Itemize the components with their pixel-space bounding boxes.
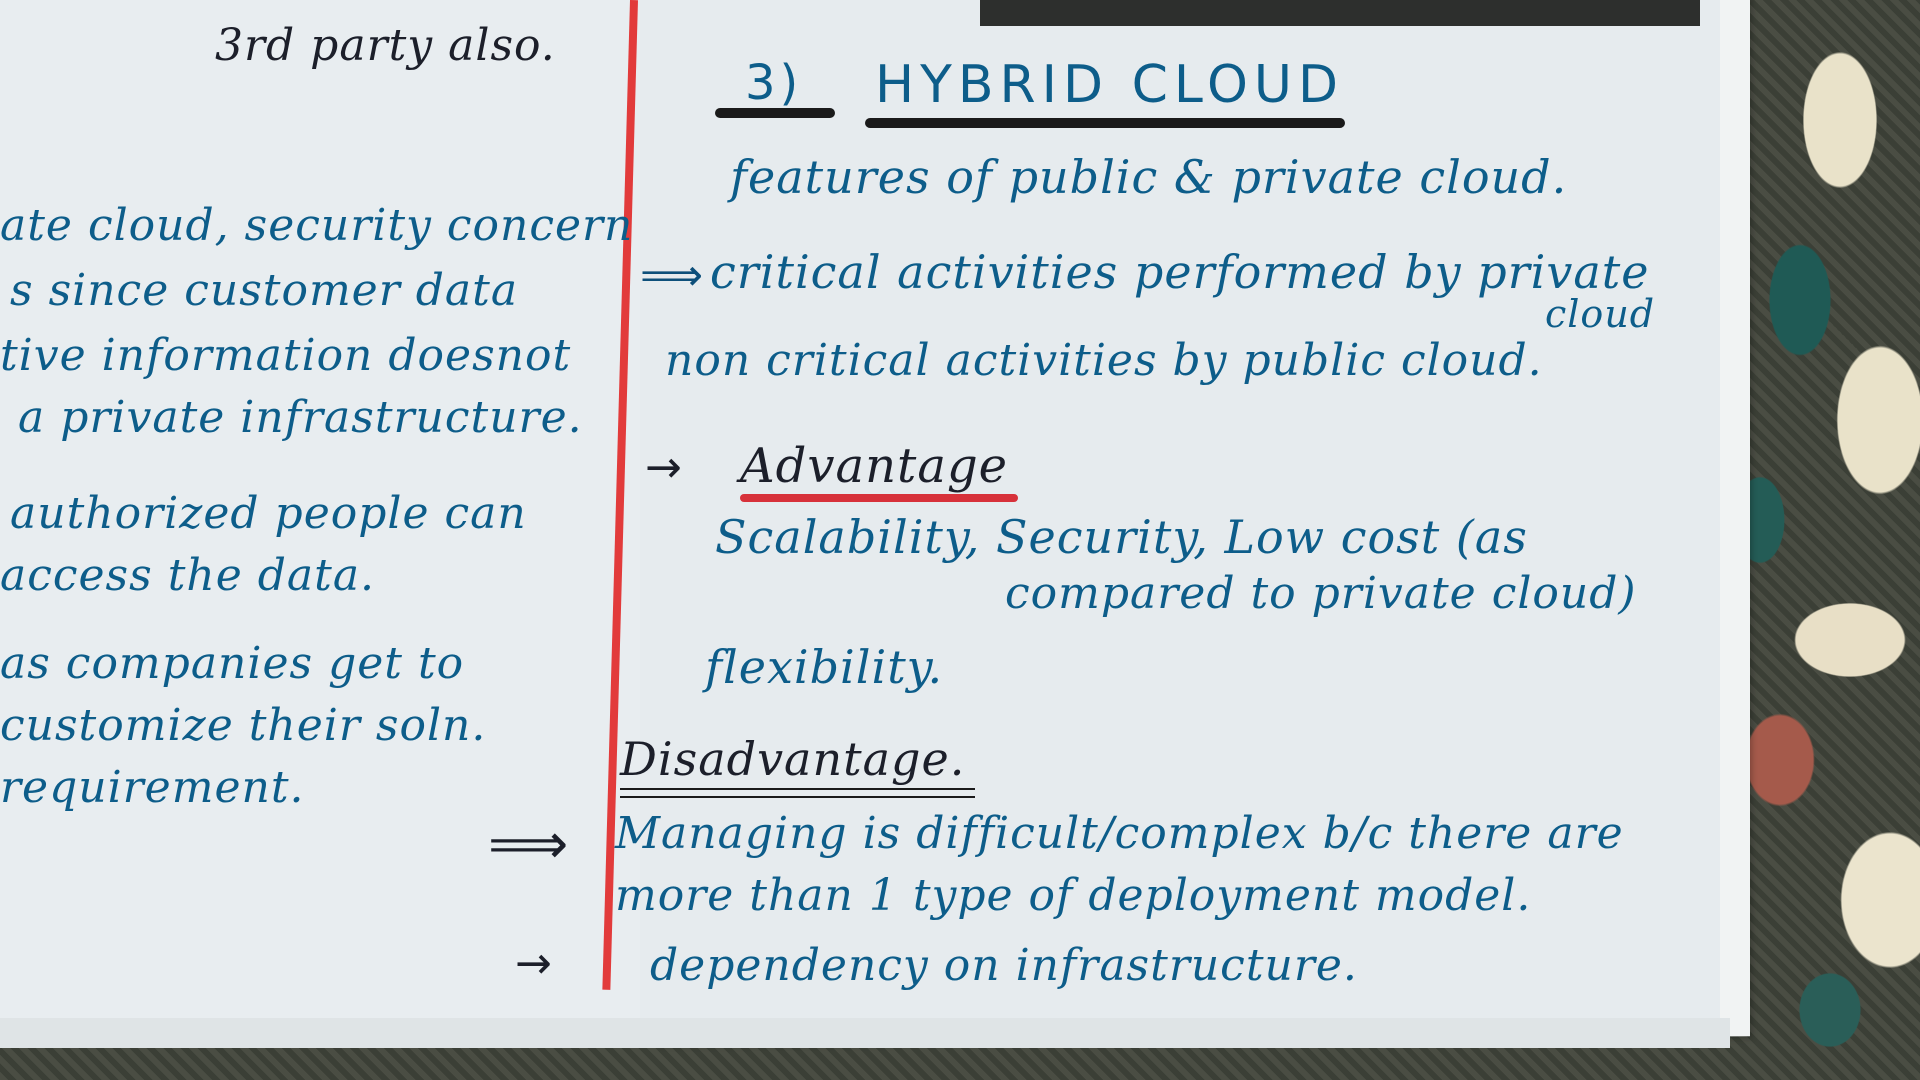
left-line-customer-data: s since customer data [10, 265, 519, 316]
left-line-third-party: 3rd party also. [215, 20, 556, 71]
disadvantage-line-managing: Managing is difficult/complex b/c there … [615, 808, 1624, 859]
advantage-line-scalability: Scalability, Security, Low cost (as [715, 510, 1528, 564]
disadvantage-line-dependency: dependency on infrastructure. [650, 940, 1358, 991]
critical-activities-cloud: cloud [1545, 292, 1656, 336]
advantage-underline [740, 494, 1018, 502]
heading-number: 3) [745, 55, 803, 111]
left-line-private-cloud-security: ate cloud, security concern [0, 200, 634, 251]
disadvantage-underline-2 [620, 796, 975, 798]
heading-number-underline [715, 108, 835, 118]
left-line-private-infra: a private infrastructure. [18, 392, 583, 443]
double-arrow-icon: ⟹ [640, 250, 704, 301]
page-top-shadow [980, 0, 1700, 26]
critical-activities-line: critical activities performed by private [710, 245, 1650, 299]
disadvantage-underline-1 [620, 788, 975, 790]
features-line: features of public & private cloud. [730, 150, 1568, 204]
disadvantage-heading: Disadvantage. [620, 732, 966, 786]
non-critical-activities-line: non critical activities by public cloud. [665, 335, 1543, 386]
double-arrow-icon-disadvantage: ⟹ [488, 812, 569, 877]
left-line-authorized-people: authorized people can [10, 488, 527, 539]
heading-title: HYBRID CLOUD [875, 55, 1345, 115]
left-line-companies: as companies get to [0, 638, 465, 689]
left-line-customize: customize their soln. [0, 700, 487, 751]
advantage-line-flexibility: flexibility. [705, 640, 944, 694]
advantage-heading: Advantage [740, 438, 1009, 494]
advantage-line-compared: compared to private cloud) [1005, 568, 1637, 619]
disadvantage-line-deployment: more than 1 type of deployment model. [615, 870, 1532, 921]
heading-title-underline [865, 118, 1345, 128]
arrow-icon-dependency: → [515, 938, 552, 989]
right-notebook-page [620, 0, 1720, 1030]
left-line-sensitive-info: tive information doesnot [0, 330, 572, 381]
page-bottom-edge [0, 1018, 1730, 1048]
left-line-access-data: access the data. [0, 550, 376, 601]
left-line-requirement: requirement. [0, 762, 305, 813]
arrow-icon: → [645, 442, 682, 493]
left-notebook-page [0, 0, 640, 1020]
